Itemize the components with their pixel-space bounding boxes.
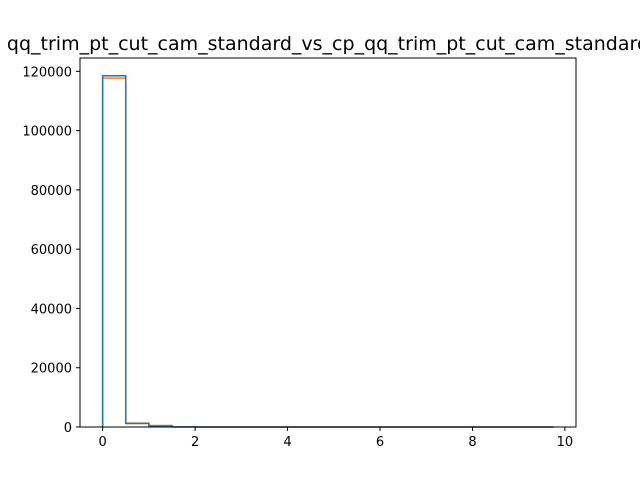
x-tick-label: 4	[283, 435, 291, 450]
x-tick-label: 0	[99, 435, 107, 450]
y-tick-label: 80000	[31, 184, 72, 199]
x-tick-label: 2	[191, 435, 199, 450]
y-tick-label: 0	[64, 421, 72, 436]
x-tick-label: 6	[376, 435, 384, 450]
x-tick-label: 8	[468, 435, 476, 450]
y-tick-label: 20000	[31, 362, 72, 377]
y-axis: 0 20000 40000 60000 80000 100000 120000	[22, 65, 80, 436]
axes-frame	[79, 57, 577, 428]
x-axis: 0 2 4 6 8 10	[99, 427, 574, 450]
chart-title: qq_trim_pt_cut_cam_standard_vs_cp_qq_tri…	[7, 33, 640, 55]
y-tick-label: 120000	[22, 65, 72, 80]
y-tick-label: 60000	[31, 243, 72, 258]
y-tick-label: 40000	[31, 302, 72, 317]
x-tick-label: 10	[557, 435, 574, 450]
y-tick-label: 100000	[22, 125, 72, 140]
